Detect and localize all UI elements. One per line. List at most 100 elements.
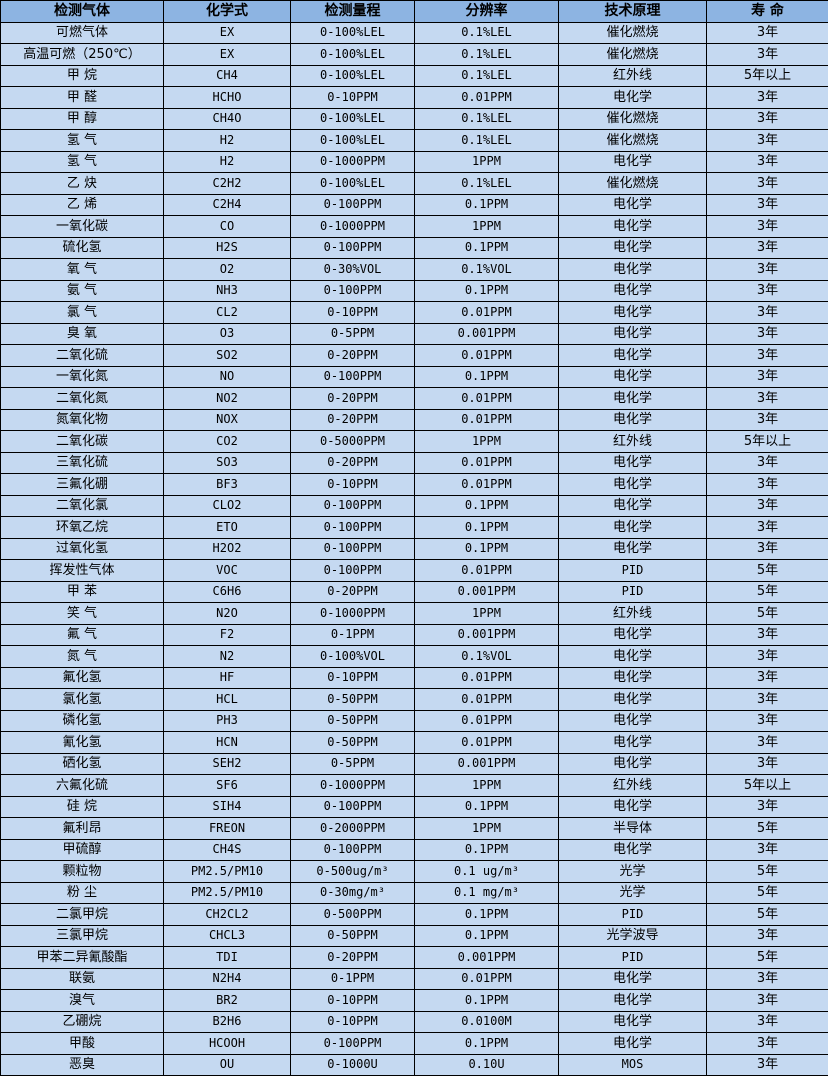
- cell-gas: 甲硫醇: [1, 839, 164, 861]
- cell-range: 0-100PPM: [291, 237, 415, 259]
- cell-range: 0-10PPM: [291, 990, 415, 1012]
- cell-range: 0-100PPM: [291, 194, 415, 216]
- cell-resolution: 0.1PPM: [415, 366, 559, 388]
- cell-principle: 电化学: [559, 259, 707, 281]
- cell-resolution: 0.1PPM: [415, 517, 559, 539]
- header-range: 检测量程: [291, 1, 415, 23]
- cell-lifespan: 3年: [707, 667, 828, 689]
- cell-formula: H2S: [164, 237, 291, 259]
- cell-resolution: 0.1PPM: [415, 839, 559, 861]
- cell-principle: MOS: [559, 1054, 707, 1076]
- cell-range: 0-10PPM: [291, 87, 415, 109]
- cell-resolution: 0.1PPM: [415, 904, 559, 926]
- cell-formula: SO3: [164, 452, 291, 474]
- cell-formula: SO2: [164, 345, 291, 367]
- cell-range: 0-10PPM: [291, 302, 415, 324]
- cell-formula: SIH4: [164, 796, 291, 818]
- cell-formula: ETO: [164, 517, 291, 539]
- cell-range: 0-100PPM: [291, 839, 415, 861]
- cell-formula: EX: [164, 44, 291, 66]
- cell-lifespan: 3年: [707, 87, 828, 109]
- cell-gas: 氨 气: [1, 280, 164, 302]
- cell-resolution: 0.001PPM: [415, 581, 559, 603]
- cell-lifespan: 3年: [707, 237, 828, 259]
- cell-resolution: 0.01PPM: [415, 87, 559, 109]
- cell-range: 0-10PPM: [291, 474, 415, 496]
- cell-lifespan: 3年: [707, 646, 828, 668]
- cell-gas: 甲苯二异氰酸酯: [1, 947, 164, 969]
- cell-range: 0-100%LEL: [291, 65, 415, 87]
- cell-formula: OU: [164, 1054, 291, 1076]
- cell-resolution: 0.1 ug/m³: [415, 861, 559, 883]
- cell-resolution: 0.10U: [415, 1054, 559, 1076]
- cell-lifespan: 3年: [707, 151, 828, 173]
- cell-principle: 电化学: [559, 302, 707, 324]
- cell-range: 0-5000PPM: [291, 431, 415, 453]
- cell-range: 0-50PPM: [291, 689, 415, 711]
- cell-range: 0-100%LEL: [291, 108, 415, 130]
- cell-formula: HCN: [164, 732, 291, 754]
- cell-range: 0-100%LEL: [291, 44, 415, 66]
- cell-range: 0-100%LEL: [291, 173, 415, 195]
- cell-range: 0-20PPM: [291, 345, 415, 367]
- cell-formula: TDI: [164, 947, 291, 969]
- cell-gas: 二氯甲烷: [1, 904, 164, 926]
- cell-principle: 催化燃烧: [559, 44, 707, 66]
- cell-formula: O3: [164, 323, 291, 345]
- cell-principle: 电化学: [559, 452, 707, 474]
- cell-lifespan: 5年: [707, 603, 828, 625]
- cell-range: 0-20PPM: [291, 581, 415, 603]
- cell-lifespan: 3年: [707, 194, 828, 216]
- cell-formula: HCHO: [164, 87, 291, 109]
- cell-principle: PID: [559, 581, 707, 603]
- cell-gas: 过氧化氢: [1, 538, 164, 560]
- cell-resolution: 0.01PPM: [415, 560, 559, 582]
- cell-formula: C2H2: [164, 173, 291, 195]
- cell-lifespan: 5年以上: [707, 431, 828, 453]
- cell-lifespan: 3年: [707, 280, 828, 302]
- cell-gas: 粉 尘: [1, 882, 164, 904]
- cell-formula: H2: [164, 130, 291, 152]
- cell-range: 0-500ug/m³: [291, 861, 415, 883]
- cell-resolution: 0.01PPM: [415, 689, 559, 711]
- cell-range: 0-5PPM: [291, 753, 415, 775]
- cell-range: 0-50PPM: [291, 710, 415, 732]
- cell-lifespan: 5年: [707, 818, 828, 840]
- cell-resolution: 0.1%VOL: [415, 646, 559, 668]
- cell-lifespan: 3年: [707, 710, 828, 732]
- cell-gas: 三氟化硼: [1, 474, 164, 496]
- cell-gas: 磷化氢: [1, 710, 164, 732]
- cell-principle: PID: [559, 904, 707, 926]
- cell-lifespan: 3年: [707, 108, 828, 130]
- cell-principle: 半导体: [559, 818, 707, 840]
- cell-gas: 氮 气: [1, 646, 164, 668]
- cell-resolution: 1PPM: [415, 216, 559, 238]
- cell-gas: 乙 炔: [1, 173, 164, 195]
- cell-gas: 联氨: [1, 968, 164, 990]
- cell-formula: NH3: [164, 280, 291, 302]
- cell-formula: PH3: [164, 710, 291, 732]
- cell-lifespan: 3年: [707, 259, 828, 281]
- cell-gas: 氟化氢: [1, 667, 164, 689]
- cell-resolution: 0.1PPM: [415, 495, 559, 517]
- header-row: 检测气体 化学式 检测量程 分辨率 技术原理 寿 命: [1, 1, 828, 23]
- cell-lifespan: 5年: [707, 882, 828, 904]
- cell-lifespan: 5年: [707, 581, 828, 603]
